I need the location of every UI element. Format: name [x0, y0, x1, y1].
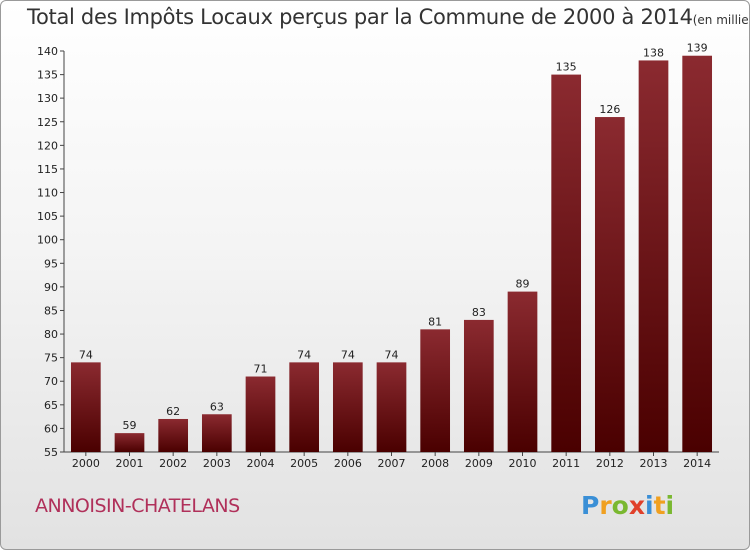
logo-letter: r — [599, 491, 612, 520]
value-label-2005: 74 — [297, 348, 311, 361]
bar-2003 — [201, 414, 232, 452]
x-axis: 2000 2001 2002 2003 2004 2005 2006 2007 2008 2009… — [64, 451, 719, 470]
bar-2000 — [70, 362, 101, 452]
bar-2014 — [682, 55, 713, 452]
x-tick-label-2014: 2014 — [683, 457, 711, 470]
logo-letter: P — [581, 491, 600, 520]
value-label-2000: 74 — [79, 348, 93, 361]
value-label-2007: 74 — [385, 348, 399, 361]
chart-title-text: Total des Impôts Locaux perçus par la Co… — [27, 5, 693, 29]
logo-letter: x — [628, 491, 645, 520]
x-tick-label-2013: 2013 — [640, 457, 668, 470]
x-tick-label-2011: 2011 — [552, 457, 580, 470]
y-tick-label: 135 — [37, 69, 58, 82]
x-tick-label-2003: 2003 — [203, 457, 231, 470]
bar-2005 — [289, 362, 320, 452]
proxiti-logo[interactable]: Proxiti — [581, 491, 674, 520]
y-tick-label: 105 — [37, 210, 58, 223]
value-label-2011: 135 — [556, 61, 577, 74]
value-label-2006: 74 — [341, 348, 355, 361]
bar-2010 — [507, 291, 538, 452]
bar-2008 — [420, 329, 451, 452]
bar-2007 — [376, 362, 407, 452]
y-tick-label: 115 — [37, 163, 58, 176]
value-label-2003: 63 — [210, 400, 224, 413]
logo-letter: o — [611, 491, 629, 520]
y-tick-label: 90 — [44, 281, 58, 294]
x-tick-label-2009: 2009 — [465, 457, 493, 470]
y-tick-label: 60 — [44, 422, 58, 435]
x-tick-label-2007: 2007 — [378, 457, 406, 470]
x-tick-label-2005: 2005 — [290, 457, 318, 470]
logo-letter: t — [653, 491, 666, 520]
bar-2004 — [245, 376, 276, 452]
y-tick-label: 65 — [44, 399, 58, 412]
value-label-2009: 83 — [472, 306, 486, 319]
bar-2002 — [158, 418, 189, 452]
bar-2013 — [638, 60, 669, 452]
chart-title: Total des Impôts Locaux perçus par la Co… — [27, 5, 749, 29]
y-tick-label: 100 — [37, 234, 58, 247]
y-tick-label: 80 — [44, 328, 58, 341]
value-label-2010: 89 — [516, 278, 530, 291]
value-label-2001: 59 — [123, 419, 137, 432]
chart-subtitle: (en milliers d'€) — [692, 13, 749, 27]
bar-2009 — [463, 319, 494, 452]
x-tick-label-2006: 2006 — [334, 457, 362, 470]
bar-2006 — [332, 362, 363, 452]
y-tick-label: 130 — [37, 92, 58, 105]
logo-letter: i — [645, 491, 654, 520]
value-label-2002: 62 — [166, 405, 180, 418]
x-tick-label-2001: 2001 — [116, 457, 144, 470]
bar-2011 — [551, 74, 582, 453]
value-label-2014: 139 — [687, 42, 708, 55]
value-label-2012: 126 — [599, 103, 620, 116]
x-tick-label-2010: 2010 — [509, 457, 537, 470]
value-labels: 74 59 62 63 71 74 74 74 81 83 89 135 126 138 139 — [79, 42, 708, 432]
bar-2001 — [114, 433, 145, 452]
y-tick-label: 140 — [37, 45, 58, 58]
x-tick-label-2012: 2012 — [596, 457, 624, 470]
x-tick-label-2004: 2004 — [247, 457, 275, 470]
x-tick-label-2000: 2000 — [72, 457, 100, 470]
value-label-2013: 138 — [643, 46, 664, 59]
bars — [70, 55, 713, 453]
commune-name: ANNOISIN-CHATELANS — [35, 495, 240, 517]
bar-2012 — [594, 117, 625, 452]
y-tick-label: 110 — [37, 187, 58, 200]
value-label-2008: 81 — [428, 315, 442, 328]
y-tick-label: 95 — [44, 257, 58, 270]
y-tick-label: 85 — [44, 304, 58, 317]
y-tick-label: 120 — [37, 139, 58, 152]
value-label-2004: 71 — [254, 363, 268, 376]
y-axis: 55 60 65 70 75 80 85 90 95 100 105 110 115 120 125 130 1… — [37, 45, 65, 459]
x-tick-label-2002: 2002 — [159, 457, 187, 470]
y-tick-label: 70 — [44, 375, 58, 388]
y-tick-label: 125 — [37, 116, 58, 129]
logo-letter: i — [665, 491, 675, 520]
y-tick-label: 75 — [44, 352, 58, 365]
x-tick-label-2008: 2008 — [421, 457, 449, 470]
y-tick-label: 55 — [44, 446, 58, 459]
